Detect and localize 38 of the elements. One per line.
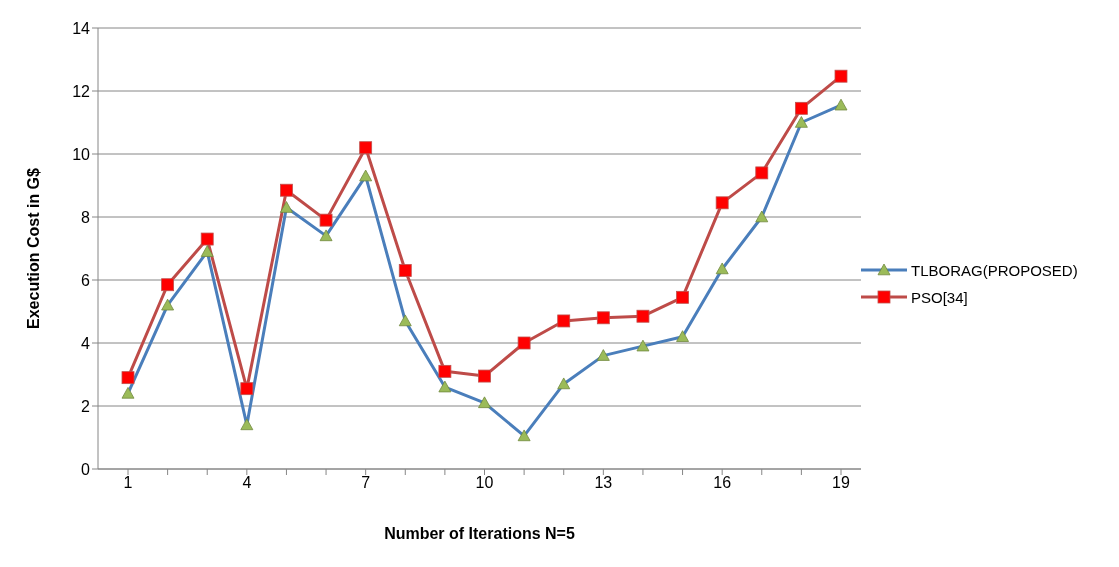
legend-label: PSO[34] — [911, 288, 968, 306]
x-tick-label: 19 — [832, 474, 850, 492]
x-tick-label: 13 — [594, 474, 613, 492]
y-tick-label: 2 — [81, 397, 91, 415]
y-tick-label: 8 — [81, 208, 91, 226]
point — [755, 166, 769, 180]
point — [121, 371, 135, 385]
y-tick-label: 10 — [72, 145, 91, 163]
x-tick-label: 1 — [123, 474, 133, 492]
point — [557, 314, 571, 328]
point — [517, 336, 531, 350]
point — [438, 364, 452, 378]
point — [359, 141, 373, 155]
point — [794, 101, 808, 115]
y-tick-label: 6 — [81, 271, 91, 289]
point — [319, 213, 333, 227]
legend-label: TLBORAG(PROPOSED) — [911, 261, 1078, 279]
point — [280, 183, 293, 197]
point — [240, 382, 254, 396]
x-tick-label: 7 — [361, 474, 371, 492]
y-tick-label: 14 — [72, 19, 91, 37]
point — [161, 278, 175, 292]
point — [636, 309, 650, 323]
point — [200, 232, 214, 246]
y-tick-label: 4 — [81, 334, 91, 352]
y-tick-label: 12 — [72, 82, 91, 100]
y-tick-label: 0 — [81, 460, 91, 478]
point — [596, 311, 610, 325]
y-axis-title: Execution Cost in G$ — [24, 167, 42, 329]
point — [398, 264, 412, 277]
point — [834, 69, 848, 83]
x-axis-title: Number of Iterations N=5 — [384, 525, 575, 542]
x-tick-label: 4 — [242, 474, 252, 492]
point — [676, 290, 689, 304]
point — [478, 369, 491, 383]
x-tick-label: 10 — [475, 474, 494, 492]
x-tick-label: 16 — [713, 474, 732, 492]
point — [715, 196, 729, 210]
